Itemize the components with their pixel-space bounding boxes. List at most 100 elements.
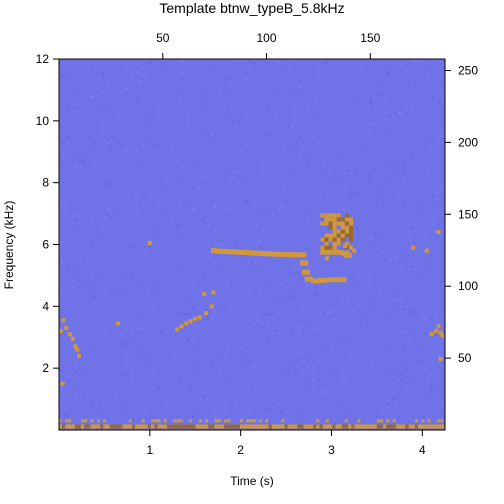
noise-cell	[442, 98, 445, 102]
noise-cell	[298, 135, 302, 139]
noise-cell	[276, 207, 280, 211]
lowband-cell	[141, 424, 146, 429]
noise-cell	[401, 298, 405, 302]
noise-cell	[306, 105, 309, 109]
noise-cell	[280, 68, 284, 72]
noise-cell	[312, 366, 316, 369]
noise-cell	[442, 130, 445, 133]
noise-cell	[357, 249, 361, 253]
noise-cell	[269, 202, 273, 206]
template-cell	[332, 277, 341, 283]
noise-cell	[279, 118, 283, 122]
noise-cell	[312, 70, 315, 74]
noise-cell	[352, 323, 356, 327]
noise-cell	[303, 112, 307, 116]
noise-cell	[371, 361, 374, 365]
noise-cell	[180, 89, 184, 93]
noise-cell	[361, 132, 365, 136]
lowband-cell	[427, 419, 431, 423]
lowband-cell	[128, 419, 132, 423]
burst-cell	[349, 229, 353, 234]
noise-cell	[220, 64, 224, 68]
noise-cell	[176, 175, 180, 179]
noise-cell	[119, 333, 123, 337]
noise-cell	[139, 210, 143, 214]
noise-cell	[235, 221, 239, 225]
noise-cell	[244, 143, 248, 147]
noise-cell	[206, 137, 210, 141]
lowband-cell	[125, 424, 130, 429]
noise-cell	[105, 329, 109, 333]
noise-cell	[256, 225, 259, 229]
noise-cell	[324, 60, 328, 64]
noise-cell	[103, 217, 107, 220]
lowband-cell	[176, 424, 181, 429]
noise-cell	[303, 382, 307, 386]
noise-cell	[409, 341, 413, 345]
noise-cell	[431, 200, 435, 204]
noise-cell	[375, 198, 379, 202]
noise-cell	[234, 243, 238, 247]
lowband-cell	[405, 424, 410, 429]
noise-cell	[181, 295, 185, 299]
noise-cell	[397, 100, 401, 104]
noise-cell	[93, 143, 97, 146]
noise-cell	[138, 79, 142, 83]
noise-cell	[226, 342, 230, 346]
lowband-cell	[376, 424, 381, 429]
noise-cell	[372, 291, 376, 295]
scatter-cell	[70, 336, 75, 341]
noise-cell	[330, 310, 334, 314]
burst-cell	[324, 221, 329, 226]
noise-cell	[255, 419, 259, 423]
noise-cell	[438, 134, 442, 137]
noise-cell	[88, 156, 92, 160]
lowband-cell	[322, 424, 327, 429]
lowband-cell	[303, 424, 308, 429]
noise-cell	[281, 100, 285, 104]
noise-cell	[128, 299, 132, 303]
noise-cell	[306, 353, 310, 356]
noise-cell	[258, 213, 262, 217]
noise-cell	[77, 331, 81, 335]
noise-cell	[90, 349, 94, 353]
lowband-cell	[151, 424, 155, 429]
lowband-cell	[402, 424, 407, 429]
noise-cell	[408, 78, 412, 82]
scatter-cell	[429, 332, 434, 337]
burst-cell	[336, 213, 341, 218]
noise-cell	[396, 159, 400, 163]
noise-cell	[170, 144, 174, 148]
noise-cell	[186, 312, 190, 316]
noise-cell	[178, 203, 182, 207]
noise-cell	[281, 204, 285, 208]
x-tick-label: 3	[328, 443, 335, 457]
burst-cell	[320, 221, 325, 226]
lowband-cell	[182, 424, 187, 429]
noise-cell	[191, 368, 195, 372]
noise-cell	[331, 333, 335, 337]
noise-cell	[224, 208, 228, 212]
lowband-cell	[341, 424, 346, 429]
noise-cell	[152, 228, 156, 232]
noise-cell	[406, 128, 410, 132]
noise-cell	[316, 141, 320, 145]
noise-cell	[339, 356, 343, 360]
noise-cell	[222, 309, 226, 312]
noise-cell	[373, 126, 377, 130]
noise-cell	[320, 243, 324, 247]
noise-cell	[192, 209, 196, 212]
noise-cell	[413, 330, 416, 334]
burst-cell	[336, 241, 341, 246]
noise-cell	[411, 108, 415, 112]
lowband-cell	[259, 424, 264, 429]
noise-cell	[356, 406, 359, 410]
burst-cell	[344, 229, 349, 234]
lowband-cell	[198, 419, 202, 423]
noise-cell	[431, 222, 435, 226]
noise-cell	[251, 76, 255, 80]
noise-cell	[300, 309, 304, 313]
lowband-cell	[205, 424, 209, 429]
noise-cell	[393, 112, 397, 116]
noise-cell	[425, 413, 429, 417]
